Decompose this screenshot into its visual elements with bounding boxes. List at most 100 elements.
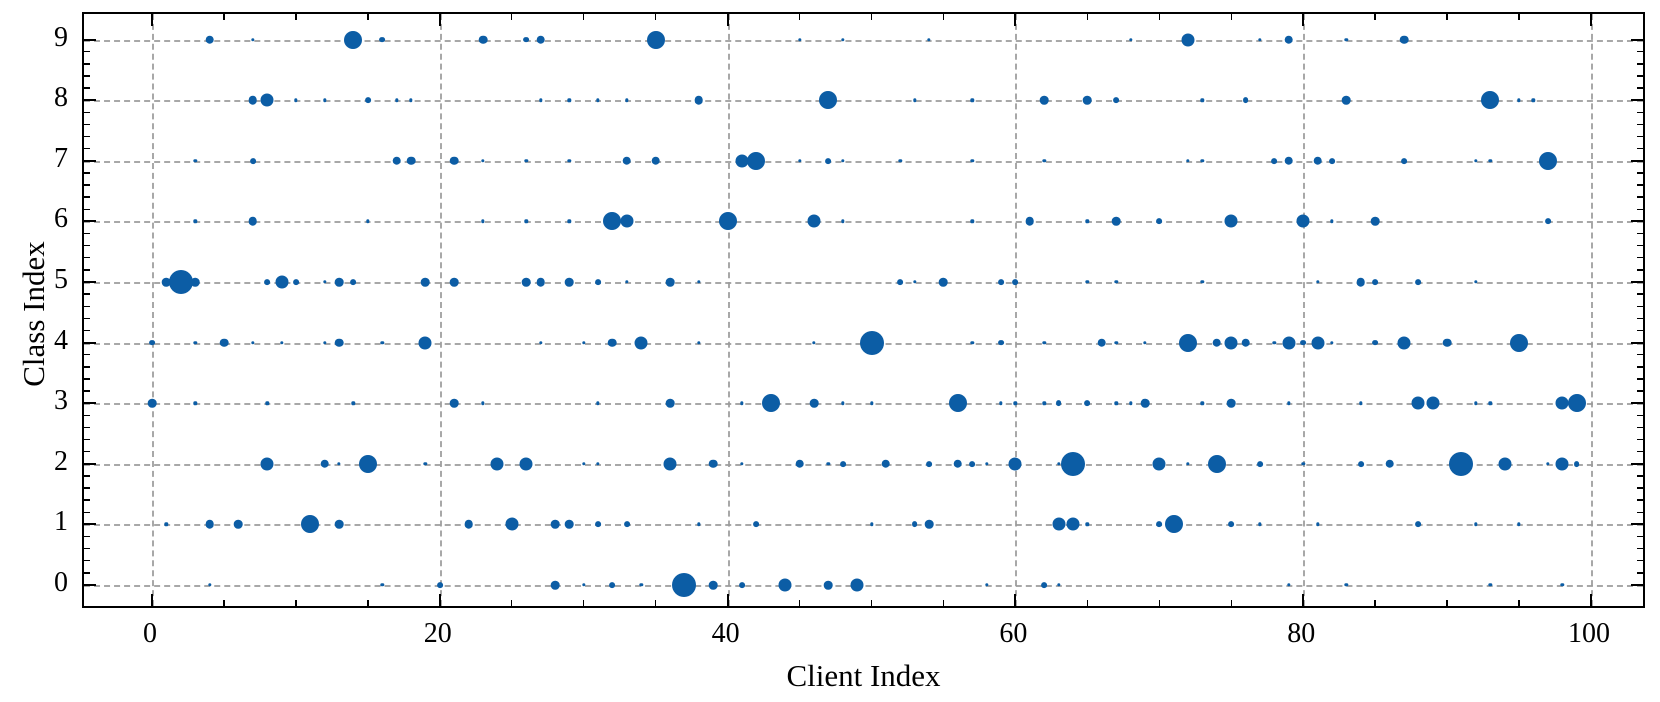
data-point (260, 457, 274, 471)
data-point (1152, 457, 1166, 471)
data-point (344, 30, 363, 49)
data-point (1411, 396, 1425, 410)
axis-tick (1637, 208, 1643, 210)
x-tick-label-100: 100 (1568, 618, 1610, 649)
data-point (646, 30, 665, 49)
data-point (550, 580, 560, 590)
data-point (1287, 583, 1291, 587)
data-point (1544, 218, 1551, 225)
data-point (567, 219, 571, 224)
x-axis-title: Client Index (786, 658, 941, 693)
data-point (1200, 280, 1205, 284)
data-point (969, 460, 976, 467)
data-point (481, 219, 485, 224)
data-point (1555, 396, 1569, 410)
data-point (1179, 333, 1198, 352)
data-point (912, 280, 917, 284)
data-point (380, 583, 384, 587)
data-point (464, 520, 473, 529)
axis-tick (84, 75, 90, 77)
data-point (778, 578, 792, 592)
axis-tick (84, 281, 96, 283)
data-point (265, 401, 269, 405)
axis-tick (1637, 547, 1643, 550)
axis-tick (1637, 354, 1643, 356)
x-tick-label-40: 40 (711, 618, 740, 649)
axis-tick (1637, 269, 1643, 271)
data-point (292, 279, 299, 285)
data-point (1531, 98, 1536, 102)
data-point (294, 98, 298, 102)
axis-tick (84, 572, 90, 574)
data-point (193, 340, 197, 345)
data-point (1301, 462, 1305, 466)
data-point (1156, 218, 1163, 225)
data-point (1449, 451, 1474, 476)
axis-tick (84, 63, 90, 65)
data-point (1385, 459, 1394, 469)
data-point (565, 520, 574, 529)
data-point (248, 217, 258, 226)
axis-tick (84, 196, 90, 198)
axis-tick (84, 159, 96, 162)
data-point (1224, 336, 1238, 350)
data-point (1085, 219, 1090, 224)
data-point (747, 151, 766, 170)
axis-tick (1637, 293, 1643, 295)
data-point (596, 401, 600, 405)
data-point (634, 336, 648, 350)
axis-tick (1374, 600, 1376, 606)
data-point (1113, 97, 1120, 104)
data-point (279, 340, 284, 345)
data-point (663, 457, 677, 471)
y-tick-label-8: 8 (54, 82, 68, 114)
gridline-y-5 (84, 282, 1643, 284)
data-point (538, 98, 543, 102)
axis-tick (295, 14, 297, 20)
data-point (1560, 583, 1564, 587)
axis-tick (367, 14, 369, 20)
axis-tick (1637, 499, 1643, 501)
data-point (1474, 159, 1478, 163)
data-point (251, 340, 255, 345)
data-point (481, 159, 485, 163)
axis-tick (1637, 232, 1643, 235)
axis-tick (84, 87, 90, 89)
data-point (735, 154, 749, 168)
axis-tick (223, 14, 225, 20)
data-point (1426, 396, 1440, 410)
axis-tick (84, 123, 90, 126)
data-point (939, 277, 948, 287)
data-point (924, 520, 934, 529)
gridline-y-2 (84, 463, 1643, 466)
data-point (1287, 401, 1291, 405)
data-point (625, 280, 629, 284)
axis-tick (1637, 244, 1643, 247)
data-point (620, 214, 634, 228)
data-point (911, 521, 918, 528)
data-point (581, 583, 586, 587)
data-point (1200, 159, 1205, 163)
data-point (1315, 522, 1320, 527)
data-point (697, 340, 701, 345)
data-point (841, 37, 845, 42)
data-point (249, 157, 256, 164)
axis-tick (1637, 560, 1643, 562)
data-point (998, 339, 1004, 346)
data-point (567, 98, 571, 102)
data-point (1474, 401, 1478, 405)
x-tick-label-60: 60 (999, 618, 1028, 649)
data-point (219, 338, 229, 347)
gridline-y-3 (84, 403, 1643, 406)
data-point (1372, 279, 1379, 285)
data-point (1055, 400, 1062, 407)
axis-tick (84, 402, 96, 405)
data-point (193, 159, 197, 163)
axis-tick (1590, 14, 1592, 26)
data-point (1242, 97, 1249, 104)
axis-tick (1014, 14, 1017, 26)
data-point (350, 279, 357, 285)
data-point (207, 583, 212, 587)
data-point (797, 37, 802, 42)
